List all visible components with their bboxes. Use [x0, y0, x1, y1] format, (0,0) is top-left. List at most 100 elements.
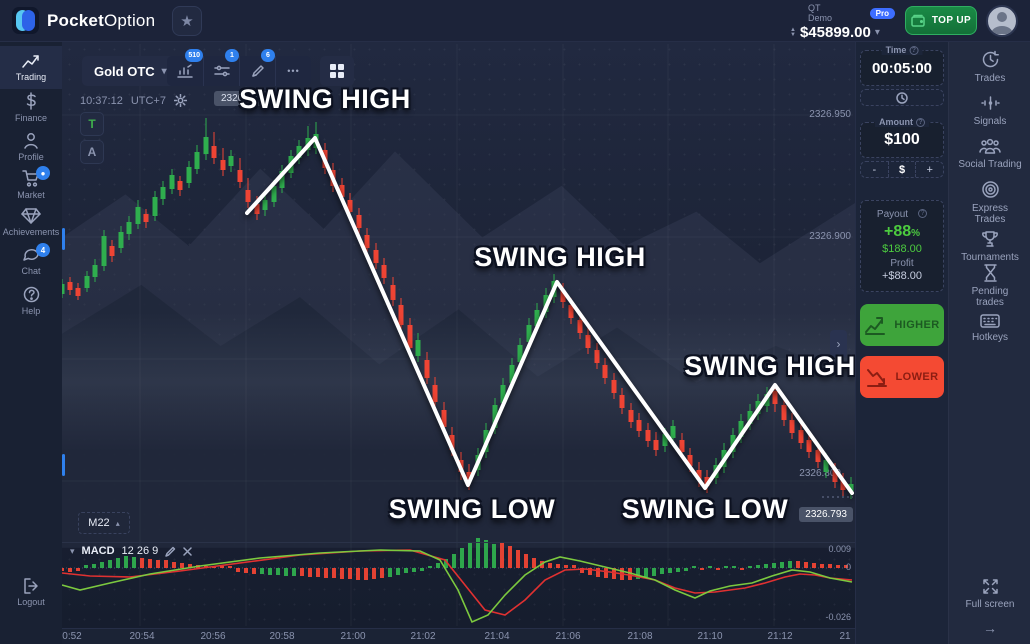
account-balance[interactable]: QT Demo Pro ▲ ▼ $45899.00 ▾ — [790, 3, 895, 41]
timeframe-button[interactable]: M22 ▴ — [78, 512, 130, 534]
profile-icon — [24, 133, 38, 149]
swing-annotation-label: SWING LOW — [621, 494, 789, 524]
sidebar-item-tournaments[interactable]: Tournaments — [949, 230, 1030, 263]
edit-pencil-icon[interactable] — [165, 546, 176, 557]
collapse-right-arrow[interactable]: → — [983, 620, 997, 636]
left-sidebar: Trading Finance Profile ● Market Achieve… — [0, 42, 62, 644]
profit-label: Profit — [890, 258, 914, 269]
chevron-up-icon: ▴ — [115, 518, 120, 528]
sliders-icon — [213, 65, 230, 77]
pro-badge: Pro — [869, 7, 895, 19]
time-axis-label: 21:08 — [627, 631, 653, 642]
sidebar-item-social-trading[interactable]: Social Trading — [949, 138, 1030, 170]
time-input[interactable]: Time? 00:05:00 — [860, 45, 944, 86]
top-up-button[interactable]: TOP UP — [905, 6, 977, 35]
macd-axis-bottom: -0.026 — [825, 612, 851, 622]
brand-logo[interactable]: PocketOption — [12, 7, 155, 34]
higher-label: HIGHER — [894, 319, 940, 331]
dollar-icon — [26, 92, 36, 110]
gear-icon[interactable] — [173, 94, 187, 107]
edge-marker-blue — [62, 228, 65, 250]
macd-separator-top — [62, 542, 855, 543]
chart-type-button[interactable]: 510 — [167, 49, 203, 86]
amount-minus-button[interactable]: - — [872, 163, 877, 176]
asset-selector[interactable]: Gold OTC ▾ — [82, 56, 179, 86]
sidebar-item-help[interactable]: Help — [0, 286, 62, 316]
asset-name: Gold OTC — [94, 63, 155, 79]
sidebar-item-finance[interactable]: Finance — [0, 92, 62, 123]
current-price-badge: 2326.793 — [799, 507, 853, 522]
time-axis-label: 21:04 — [484, 631, 510, 642]
time-mode-button[interactable] — [860, 89, 944, 106]
account-switch-icon: ▲ ▼ — [790, 26, 796, 38]
time-axis-label: 21:10 — [697, 631, 723, 642]
sidebar-item-profile[interactable]: Profile — [0, 132, 62, 162]
time-axis-label: 0:52 — [62, 631, 82, 642]
user-avatar[interactable] — [986, 5, 1018, 37]
sidebar-item-trading[interactable]: Trading — [0, 46, 62, 89]
payout-amount: $188.00 — [882, 243, 922, 255]
time-axis-label: 20:58 — [269, 631, 295, 642]
lower-button[interactable]: LOWER — [860, 356, 944, 398]
right-sidebar: Trades Signals Social Trading Express Tr… — [948, 42, 1030, 644]
sidebar-item-achievements[interactable]: Achievements — [0, 208, 62, 237]
logout-icon — [23, 578, 38, 594]
swing-annotation-label: SWING HIGH — [474, 242, 646, 272]
fog-band — [62, 312, 855, 452]
chat-badge: 4 — [36, 243, 50, 257]
time-axis-label: 21:02 — [410, 631, 436, 642]
amount-currency-button[interactable]: $ — [887, 162, 916, 177]
fullscreen-button[interactable]: Full screen — [949, 578, 1030, 610]
indicator-settings-button[interactable]: 1 — [203, 49, 239, 86]
amount-label: Amount — [879, 117, 913, 127]
trend-up-icon — [865, 317, 886, 335]
help-icon — [23, 286, 39, 303]
sidebar-item-express-trades[interactable]: Express Trades — [949, 180, 1030, 225]
font-tool-button[interactable]: A — [80, 140, 104, 164]
time-axis-label: 21:12 — [767, 631, 793, 642]
indicator-badge: 1 — [225, 49, 239, 62]
amount-plus-button[interactable]: + — [915, 162, 943, 177]
top-up-label: TOP UP — [931, 15, 972, 26]
sidebar-item-chat[interactable]: 4 Chat — [0, 243, 62, 276]
sidebar-item-hotkeys[interactable]: Hotkeys — [949, 314, 1030, 343]
sidebar-item-logout[interactable]: Logout — [0, 578, 62, 607]
drawing-tools-button[interactable]: 6 — [239, 49, 275, 86]
price-axis-label: 2326.900 — [809, 231, 851, 242]
favorite-star-button[interactable]: ★ — [172, 6, 202, 36]
brand-logo-icon — [12, 7, 39, 34]
chevron-down-icon: ▾ — [874, 27, 880, 38]
amount-value: $100 — [884, 131, 920, 148]
grid-icon — [330, 64, 344, 78]
time-axis-label: 21 — [839, 631, 851, 642]
sidebar-item-trades[interactable]: Trades — [949, 50, 1030, 84]
sidebar-item-signals[interactable]: Signals — [949, 94, 1030, 127]
time-axis-label: 21:06 — [555, 631, 581, 642]
text-tool-button[interactable]: T — [80, 112, 104, 136]
time-axis-label: 20:54 — [129, 631, 155, 642]
social-trading-icon — [979, 138, 1001, 154]
chart-type-badge: 510 — [185, 49, 203, 62]
collapse-caret-icon[interactable]: ▾ — [70, 545, 75, 556]
help-circle-icon: ? — [916, 117, 925, 127]
macd-header: ▾ MACD 12 26 9 — [70, 545, 192, 557]
clock-time: 10:37:12 — [80, 94, 123, 107]
market-badge: ● — [36, 166, 50, 180]
close-icon[interactable] — [183, 546, 192, 556]
swing-annotation-label: SWING LOW — [388, 494, 556, 524]
drawing-badge: 6 — [261, 49, 275, 62]
sidebar-item-market[interactable]: ● Market — [0, 166, 62, 200]
payout-label: Payout — [876, 209, 909, 220]
amount-input[interactable]: Amount? $100 — [860, 117, 944, 158]
chevron-down-icon: ▾ — [161, 65, 167, 77]
sidebar-item-pending-trades[interactable]: Pending trades — [949, 264, 1030, 308]
time-value: 00:05:00 — [871, 59, 933, 77]
timeframe-label: M22 — [88, 517, 110, 529]
wallet-icon — [911, 14, 925, 27]
more-tools-button[interactable]: ••• — [275, 56, 311, 86]
higher-button[interactable]: HIGHER — [860, 304, 944, 346]
layout-grid-button[interactable] — [320, 56, 354, 86]
chat-icon — [23, 249, 39, 261]
edge-marker-blue — [62, 454, 65, 476]
